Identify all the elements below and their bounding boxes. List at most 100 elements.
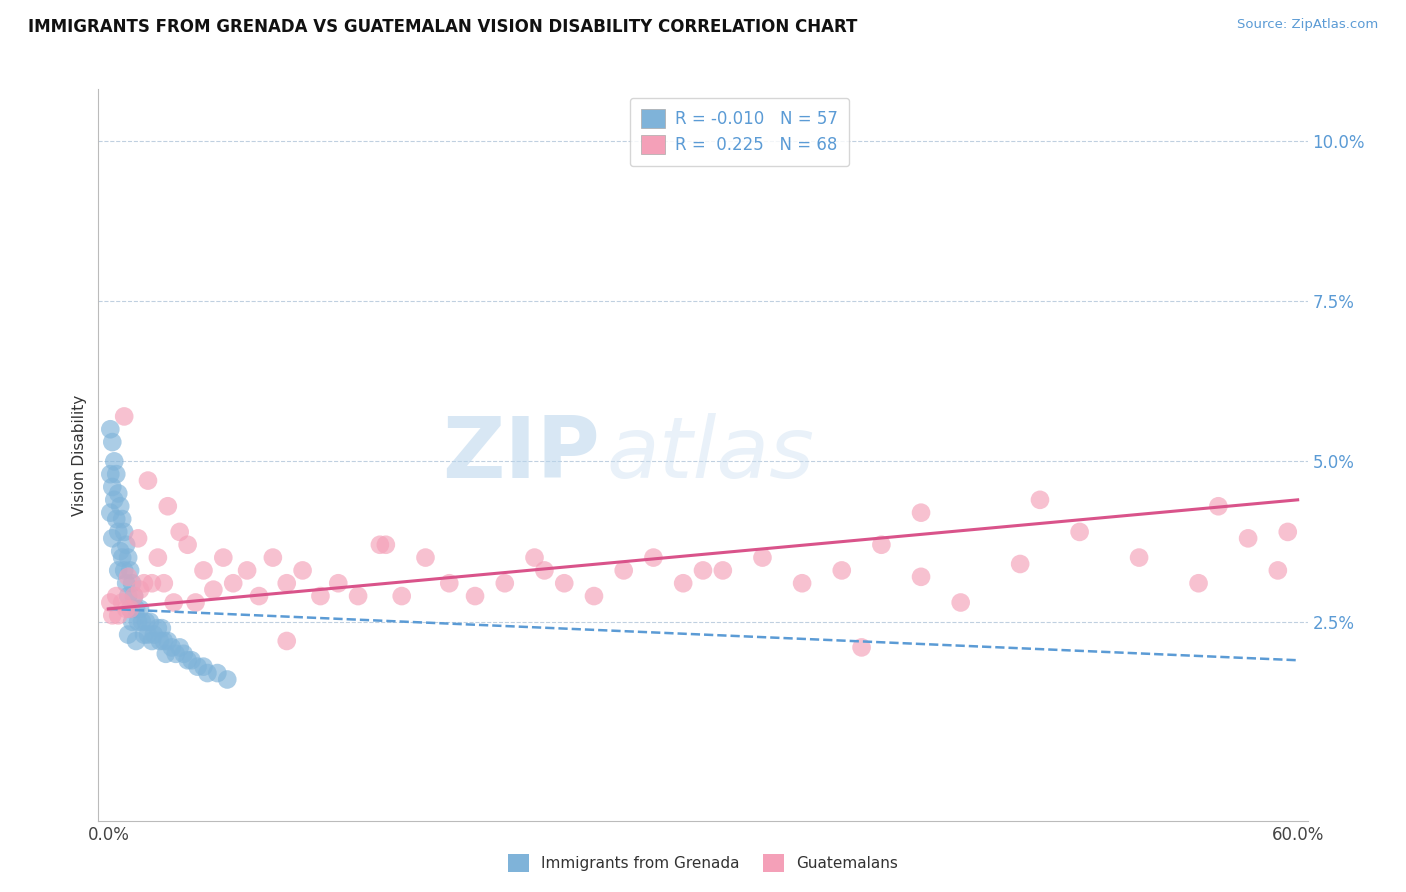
Point	[247, 589, 270, 603]
Point	[711, 563, 734, 577]
Point	[127, 615, 149, 629]
Point	[169, 640, 191, 655]
Point	[186, 659, 208, 673]
Point	[135, 615, 157, 629]
Point	[111, 512, 134, 526]
Point	[851, 640, 873, 655]
Point	[105, 589, 128, 603]
Point	[121, 615, 143, 629]
Point	[1208, 500, 1230, 514]
Point	[1267, 563, 1289, 577]
Point	[105, 467, 128, 482]
Point	[1069, 524, 1091, 539]
Point	[156, 634, 179, 648]
Point	[328, 576, 350, 591]
Point	[136, 627, 159, 641]
Point	[173, 647, 195, 661]
Point	[122, 589, 145, 603]
Point	[212, 550, 235, 565]
Point	[180, 653, 202, 667]
Point	[107, 524, 129, 539]
Point	[391, 589, 413, 603]
Point	[98, 595, 121, 609]
Text: atlas: atlas	[606, 413, 814, 497]
Point	[193, 563, 215, 577]
Point	[347, 589, 370, 603]
Point	[139, 615, 162, 629]
Point	[98, 506, 121, 520]
Point	[101, 608, 124, 623]
Point	[533, 563, 555, 577]
Point	[103, 492, 125, 507]
Point	[107, 563, 129, 577]
Point	[910, 570, 932, 584]
Text: Source: ZipAtlas.com: Source: ZipAtlas.com	[1237, 18, 1378, 31]
Point	[176, 653, 198, 667]
Point	[150, 621, 173, 635]
Point	[176, 538, 198, 552]
Point	[464, 589, 486, 603]
Point	[160, 640, 183, 655]
Point	[98, 467, 121, 482]
Point	[790, 576, 813, 591]
Point	[120, 563, 142, 577]
Point	[107, 486, 129, 500]
Point	[141, 576, 163, 591]
Point	[1128, 550, 1150, 565]
Point	[125, 602, 148, 616]
Point	[222, 576, 245, 591]
Point	[276, 576, 298, 591]
Point	[262, 550, 284, 565]
Point	[110, 544, 132, 558]
Point	[117, 589, 139, 603]
Point	[112, 524, 135, 539]
Point	[117, 550, 139, 565]
Point	[141, 634, 163, 648]
Point	[101, 435, 124, 450]
Point	[368, 538, 391, 552]
Point	[105, 512, 128, 526]
Point	[121, 576, 143, 591]
Point	[236, 563, 259, 577]
Point	[193, 659, 215, 673]
Point	[415, 550, 437, 565]
Point	[132, 627, 155, 641]
Point	[153, 576, 176, 591]
Point	[127, 532, 149, 546]
Point	[110, 500, 132, 514]
Point	[115, 538, 138, 552]
Point	[202, 582, 225, 597]
Point	[217, 673, 239, 687]
Point	[120, 602, 142, 616]
Point	[131, 615, 153, 629]
Point	[146, 550, 169, 565]
Point	[115, 576, 138, 591]
Point	[115, 602, 138, 616]
Point	[613, 563, 636, 577]
Point	[142, 627, 165, 641]
Point	[101, 532, 124, 546]
Point	[692, 563, 714, 577]
Point	[910, 506, 932, 520]
Point	[136, 474, 159, 488]
Point	[153, 634, 176, 648]
Point	[276, 634, 298, 648]
Point	[1277, 524, 1299, 539]
Y-axis label: Vision Disability: Vision Disability	[72, 394, 87, 516]
Point	[184, 595, 207, 609]
Point	[165, 647, 187, 661]
Legend: Immigrants from Grenada, Guatemalans: Immigrants from Grenada, Guatemalans	[498, 844, 908, 882]
Point	[117, 627, 139, 641]
Point	[129, 582, 152, 597]
Point	[494, 576, 516, 591]
Point	[1187, 576, 1209, 591]
Text: IMMIGRANTS FROM GRENADA VS GUATEMALAN VISION DISABILITY CORRELATION CHART: IMMIGRANTS FROM GRENADA VS GUATEMALAN VI…	[28, 18, 858, 36]
Point	[155, 647, 177, 661]
Point	[643, 550, 665, 565]
Point	[112, 563, 135, 577]
Point	[374, 538, 396, 552]
Point	[870, 538, 893, 552]
Point	[98, 422, 121, 436]
Point	[582, 589, 605, 603]
Point	[120, 602, 142, 616]
